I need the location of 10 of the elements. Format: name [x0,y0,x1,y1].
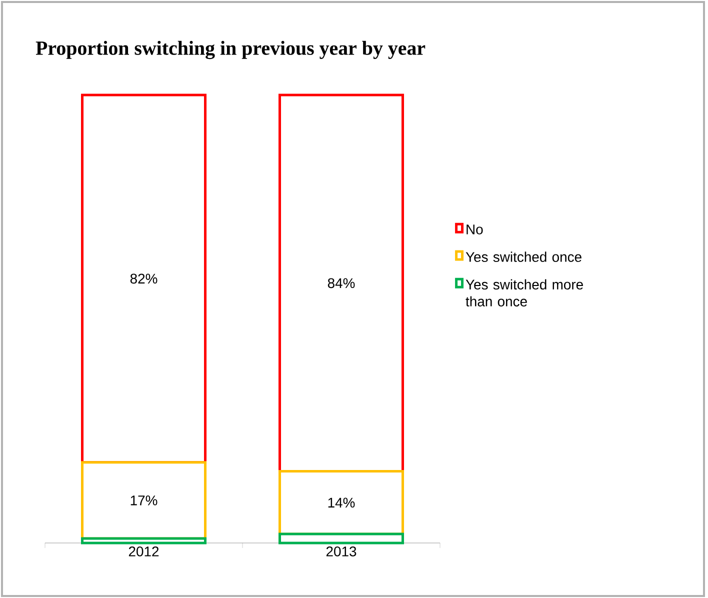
data-label: 17% [130,496,158,506]
data-label: 14% [328,498,355,508]
legend-label: Yes switched more than once [466,279,583,306]
legend-label: No [466,224,483,234]
data-label: 84% [328,278,355,288]
chart-title: Proportion switching in previous year by year [36,40,426,60]
legend-label: Yes switched once [466,252,582,262]
data-label: 82% [130,274,158,284]
x-tick-label: 2012 [128,546,159,556]
x-tick-label: 2013 [326,546,356,556]
